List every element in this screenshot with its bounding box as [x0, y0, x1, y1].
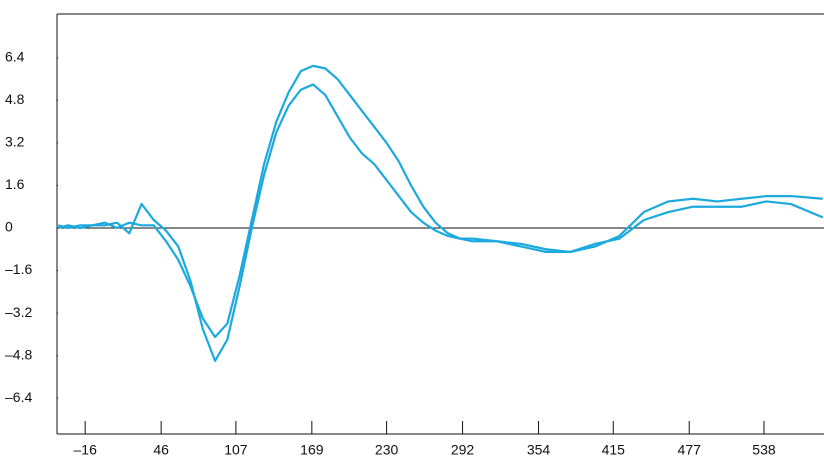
x-tick-label: 230 — [375, 442, 399, 458]
x-tick-label: 107 — [224, 442, 248, 458]
x-tick-label: 538 — [752, 442, 776, 458]
y-tick-label: 3.2 — [5, 134, 25, 150]
x-tick-label: 169 — [300, 442, 324, 458]
y-tick-label: 6.4 — [5, 49, 25, 65]
x-tick-label: –16 — [74, 442, 98, 458]
y-tick-label: –6.4 — [5, 389, 32, 405]
y-tick-label: 1.6 — [5, 176, 25, 192]
y-tick-label: 4.8 — [5, 91, 25, 107]
series-line — [57, 83, 824, 362]
x-tick-label: 292 — [451, 442, 475, 458]
x-tick-label: 354 — [527, 442, 551, 458]
y-tick-label: –3.2 — [5, 304, 32, 320]
x-tick-label: 477 — [678, 442, 702, 458]
y-tick-label: –1.6 — [5, 261, 32, 277]
series-line — [57, 64, 823, 339]
y-tick-label: –4.8 — [5, 346, 32, 362]
y-tick-label: 0 — [5, 219, 13, 235]
x-tick-label: 415 — [602, 442, 626, 458]
x-tick-label: 46 — [153, 442, 169, 458]
